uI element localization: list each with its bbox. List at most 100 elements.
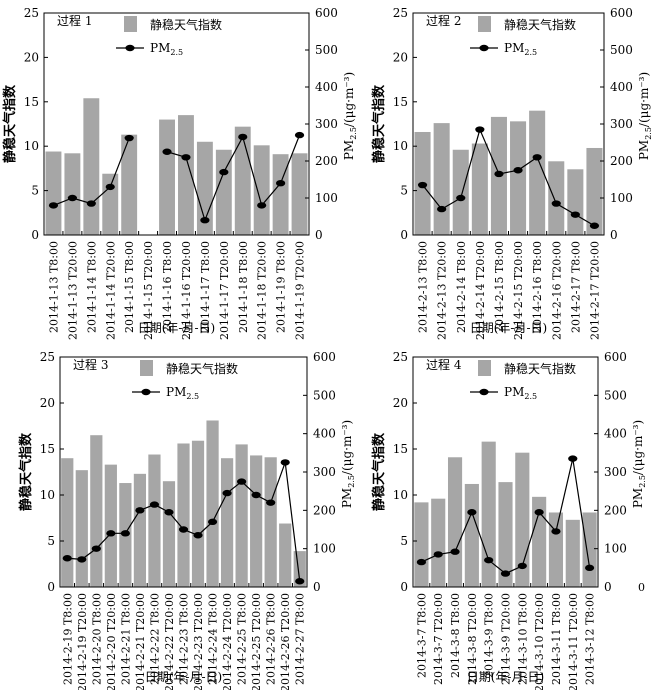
x-category-label: 2014-1-19 T20:00 — [294, 241, 307, 340]
x-category-label: 2014-2-20 T20:00 — [105, 593, 118, 690]
bar — [548, 512, 564, 587]
pm25-point — [124, 134, 134, 142]
right-tick-label: 500 — [313, 388, 336, 402]
x-category-label: 2014-3-11 T20:00 — [567, 593, 580, 690]
x-category-label: 2014-2-15 T20:00 — [512, 241, 525, 340]
x-category-label: 2014-2-25 T20:00 — [250, 593, 263, 690]
bar — [102, 173, 119, 235]
pm25-point — [149, 501, 160, 508]
x-category-label: 2014-2-15 T8:00 — [493, 241, 506, 333]
legend-line-main: PM — [150, 41, 170, 55]
chart-panel-4: 0 5 10 15 20 25 0 100 200 300 400 500 600 0 2014-3-7 T… — [371, 350, 647, 690]
right-tick-label: 600 — [315, 6, 338, 20]
right-tick-label: 600 — [604, 350, 627, 364]
right-axis-title: PM2.5/(μg·m⁻³) — [631, 420, 647, 508]
legend-bar-label: 静稳天气指数 — [504, 361, 576, 376]
right-axis-title-part: /(μg·m⁻³) — [637, 72, 651, 127]
bar — [64, 153, 81, 235]
legend-line-label: PM2.5 — [150, 41, 183, 57]
right-tick-label: 100 — [604, 542, 627, 556]
x-category-label: 2014-2-14 T20:00 — [474, 241, 487, 340]
bar — [433, 123, 450, 235]
x-category-label: 2014-2-26 T20:00 — [279, 593, 292, 690]
left-tick-label: 0 — [400, 228, 408, 242]
right-tick-label: 200 — [604, 503, 627, 517]
bar — [481, 441, 496, 587]
legend-bar-label: 静稳天气指数 — [504, 17, 576, 32]
legend-marker — [141, 388, 151, 396]
pm25-point — [48, 202, 59, 209]
bar — [272, 154, 289, 235]
left-tick-label: 5 — [31, 184, 39, 198]
left-tick-label: 5 — [400, 534, 408, 548]
right-tick-label: 200 — [610, 154, 633, 168]
right-tick-label: 300 — [313, 465, 336, 479]
right-tick-label: 100 — [313, 542, 336, 556]
x-category-label: 2014-2-19 T8:00 — [61, 593, 74, 685]
bar — [264, 457, 277, 587]
legend-line-sub: 2.5 — [170, 48, 183, 57]
pm25-point — [584, 564, 595, 572]
pm25-point — [437, 205, 447, 213]
x-category-label: 2014-1-16 T8:00 — [161, 241, 174, 333]
legend-line-main: PM — [504, 385, 524, 399]
legend-marker — [125, 44, 135, 52]
bar — [586, 147, 603, 235]
bar — [121, 134, 138, 235]
panel-title: 过程 3 — [73, 357, 108, 372]
bar — [220, 458, 234, 587]
bar — [235, 444, 248, 587]
right-axis-title: PM2.5/(μg·m⁻³) — [340, 420, 356, 508]
left-tick-label: 25 — [393, 6, 408, 20]
left-tick-label: 5 — [400, 184, 408, 198]
bar — [191, 440, 205, 587]
chart-panel-2: 0 5 10 15 20 25 0 100 200 300 400 500 600 2014-2-13 T… — [371, 6, 653, 340]
bar — [532, 496, 547, 587]
x-category-label: 2014-1-17 T20:00 — [218, 241, 231, 340]
legend-line-label: PM2.5 — [504, 385, 537, 401]
pm25-point — [433, 551, 443, 558]
x-axis-title: 日期(年-月-日) — [467, 670, 544, 684]
x-category-label: 2014-2-27 T8:00 — [294, 593, 307, 685]
bar — [83, 98, 100, 235]
x-axis-title: 日期(年-月-日) — [138, 321, 215, 335]
bar — [529, 110, 546, 235]
right-tick-label: 300 — [610, 117, 633, 131]
left-tick-label: 25 — [40, 350, 55, 364]
bar — [45, 151, 62, 235]
bar — [548, 161, 565, 235]
x-category-label: 2014-2-16 T20:00 — [550, 241, 563, 340]
pm25-point — [67, 194, 77, 202]
legend-line-label: PM2.5 — [504, 41, 537, 57]
pm25-point — [513, 167, 523, 174]
x-category-label: 2014-2-24 T8:00 — [207, 593, 220, 685]
x-category-label: 2014-2-22 T20:00 — [163, 593, 176, 690]
bar — [567, 169, 584, 235]
bar — [253, 145, 270, 235]
x-category-label: 2014-3-7 T8:00 — [415, 593, 428, 678]
right-tick-label: 500 — [604, 388, 627, 402]
right-axis-title: PM2.5/(μg·m⁻³) — [342, 72, 358, 160]
x-category-label: 2014-1-18 T8:00 — [237, 241, 250, 333]
pm25-point — [294, 131, 305, 139]
right-tick-label: 300 — [604, 465, 627, 479]
left-tick-label: 10 — [393, 488, 408, 502]
right-axis-title-part: /(μg·m⁻³) — [631, 420, 645, 475]
left-tick-label: 5 — [47, 534, 55, 548]
legend-line-sub: 2.5 — [186, 392, 199, 401]
x-category-label: 2014-2-16 T8:00 — [531, 241, 544, 333]
pm25-point — [207, 518, 218, 526]
pm25-point — [135, 507, 145, 514]
pm25-point — [257, 202, 267, 209]
right-axis-title-part: 2.5 — [347, 475, 356, 488]
pm25-point — [500, 570, 511, 577]
x-category-label: 2014-1-14 T20:00 — [104, 241, 117, 340]
right-tick-label: 500 — [610, 43, 633, 57]
left-axis-title: 静稳天气指数 — [371, 432, 387, 511]
pm25-point — [517, 562, 527, 570]
pm25-point — [62, 555, 72, 562]
x-category-label: 2014-1-19 T8:00 — [275, 241, 288, 333]
bar — [279, 523, 292, 587]
pm25-point — [219, 168, 229, 176]
